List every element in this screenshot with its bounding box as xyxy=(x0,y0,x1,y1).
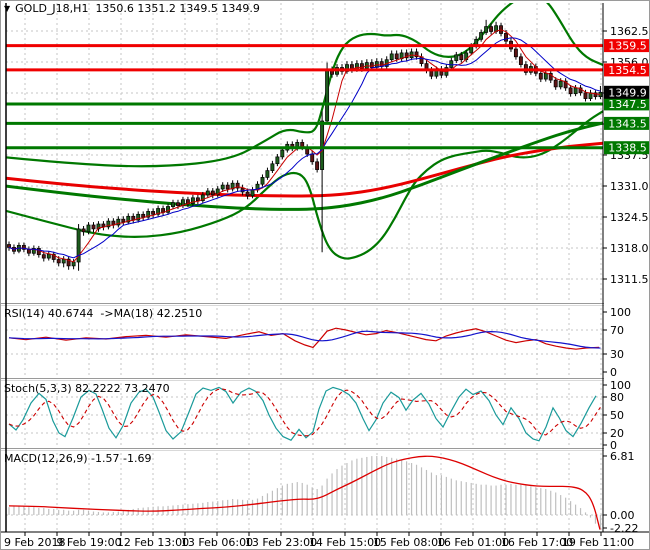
svg-text:14 Feb 15:00: 14 Feb 15:00 xyxy=(309,536,381,549)
price-tag-1354.5: 1354.5 xyxy=(604,63,649,77)
price-tag-1338.5: 1338.5 xyxy=(604,141,649,155)
svg-text:80: 80 xyxy=(610,391,624,404)
fast-ma-blue xyxy=(8,37,601,259)
chart-title-text: GOLD_J18,H1 1350.6 1351.2 1349.5 1349.9 xyxy=(15,2,260,15)
svg-text:1318.0: 1318.0 xyxy=(610,242,649,255)
svg-text:1354.5: 1354.5 xyxy=(608,64,647,77)
rsi-ma-line xyxy=(8,330,601,349)
macd-signal-line xyxy=(8,455,601,530)
pane-divider[interactable] xyxy=(1,378,650,381)
svg-text:50: 50 xyxy=(610,409,624,422)
rsi-pane xyxy=(6,327,603,355)
symbol-dropdown-icon[interactable]: ▼ xyxy=(4,4,11,13)
svg-text:9 Feb 19:00: 9 Feb 19:00 xyxy=(56,536,121,549)
svg-text:1343.5: 1343.5 xyxy=(608,117,647,130)
price-tag-1359.5: 1359.5 xyxy=(604,39,649,53)
svg-text:1347.5: 1347.5 xyxy=(608,98,647,111)
svg-text:16 Feb 01:00: 16 Feb 01:00 xyxy=(437,536,509,549)
svg-text:20: 20 xyxy=(610,427,624,440)
svg-text:0.00: 0.00 xyxy=(610,509,635,522)
svg-text:1311.5: 1311.5 xyxy=(610,273,649,286)
svg-text:100: 100 xyxy=(610,379,631,392)
slow-ma-red xyxy=(6,141,603,198)
price-tag-1347.5: 1347.5 xyxy=(604,97,649,111)
stoch-k-line xyxy=(8,386,597,442)
stoch-pane xyxy=(6,386,603,442)
pane-divider[interactable] xyxy=(1,303,650,306)
svg-text:1324.5: 1324.5 xyxy=(610,211,649,224)
svg-text:13 Feb 06:00: 13 Feb 06:00 xyxy=(181,536,253,549)
svg-text:0: 0 xyxy=(610,366,617,379)
svg-text:15 Feb 08:00: 15 Feb 08:00 xyxy=(373,536,445,549)
svg-text:-2.22: -2.22 xyxy=(610,522,638,535)
svg-text:70: 70 xyxy=(610,324,624,337)
main-price-pane xyxy=(6,3,603,280)
bollinger-upper-band xyxy=(6,3,603,168)
svg-text:6.81: 6.81 xyxy=(610,450,635,463)
svg-text:30: 30 xyxy=(610,348,624,361)
svg-text:1338.5: 1338.5 xyxy=(608,142,647,155)
svg-text:19 Feb 11:00: 19 Feb 11:00 xyxy=(562,536,634,549)
pane-divider[interactable] xyxy=(1,448,650,451)
current-price-tag: 1349.9 xyxy=(604,85,649,99)
time-grid xyxy=(24,3,602,532)
stoch-d-line xyxy=(8,388,601,437)
svg-text:1331.0: 1331.0 xyxy=(610,180,649,193)
svg-text:100: 100 xyxy=(610,306,631,319)
svg-text:1362.5: 1362.5 xyxy=(610,25,649,38)
svg-text:1359.5: 1359.5 xyxy=(608,40,647,53)
svg-text:12 Feb 13:00: 12 Feb 13:00 xyxy=(117,536,189,549)
svg-text:16 Feb 17:00: 16 Feb 17:00 xyxy=(501,536,573,549)
price-tag-1343.5: 1343.5 xyxy=(604,116,649,130)
price-axis[interactable]: 1362.51356.01349.51343.01337.51331.01324… xyxy=(5,1,650,535)
svg-text:0: 0 xyxy=(610,439,617,452)
bollinger-lower-band xyxy=(6,110,603,260)
svg-text:9 Feb 2018: 9 Feb 2018 xyxy=(4,536,65,549)
macd-histogram xyxy=(8,455,602,529)
svg-text:13 Feb 23:00: 13 Feb 23:00 xyxy=(245,536,317,549)
macd-pane xyxy=(6,455,603,530)
svg-text:1349.9: 1349.9 xyxy=(608,86,647,99)
rsi-line xyxy=(8,327,600,350)
chart-title: ▼ GOLD_J18,H1 1350.6 1351.2 1349.5 1349.… xyxy=(4,2,260,15)
